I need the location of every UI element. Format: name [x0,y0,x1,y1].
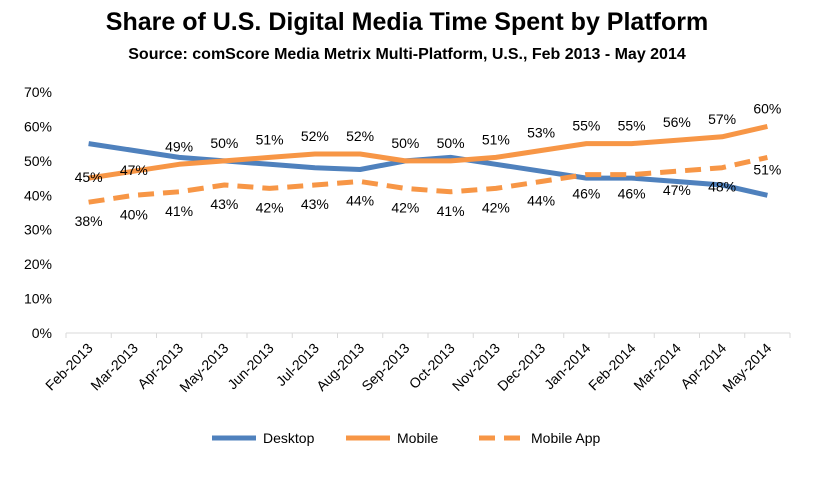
x-tick-label: Mar-2014 [630,340,684,394]
data-label-mobile-app: 48% [708,179,736,195]
data-label-mobile-app: 42% [391,199,419,215]
y-axis: 0% 10% 20% 30% 40% 50% 60% 70% [24,84,52,341]
chart-subtitle: Source: comScore Media Metrix Multi-Plat… [128,46,686,63]
x-tick-label: Jun-2013 [224,340,277,393]
data-label-mobile-app: 42% [256,199,284,215]
data-label-mobile: 51% [482,131,510,147]
y-tick-label: 40% [24,187,52,203]
data-label-mobile-app: 42% [482,199,510,215]
data-label-mobile: 50% [391,135,419,151]
y-tick-label: 0% [32,325,52,341]
x-tick-label: Aug-2013 [313,340,367,394]
x-tick-label: Nov-2013 [449,340,503,394]
x-axis: Feb-2013Mar-2013Apr-2013May-2013Jun-2013… [42,333,791,395]
x-tick-label: May-2013 [176,340,231,395]
legend-label: Desktop [263,430,315,446]
data-label-mobile: 53% [527,125,555,141]
data-label-mobile: 55% [618,118,646,134]
data-label-mobile: 60% [753,100,781,116]
x-tick-label: Feb-2014 [585,340,639,394]
data-label-mobile-app: 43% [210,196,238,212]
y-tick-label: 20% [24,256,52,272]
legend-label: Mobile [397,430,438,446]
data-label-mobile: 45% [75,169,103,185]
data-labels: 45% 47% 49% 50% 51% 52% 52% 50% 50% 51% 53% 55% 55% 5… [75,100,782,229]
y-tick-label: 60% [24,118,52,134]
data-label-mobile: 47% [120,162,148,178]
data-label-mobile-app: 44% [346,193,374,209]
data-label-mobile: 55% [572,118,600,134]
data-label-mobile-app: 41% [437,203,465,219]
data-label-mobile-app: 41% [165,203,193,219]
data-label-mobile-app: 43% [301,196,329,212]
y-tick-label: 70% [24,84,52,100]
data-label-mobile-app: 46% [618,186,646,202]
data-label-mobile: 51% [256,131,284,147]
y-tick-label: 50% [24,153,52,169]
data-label-mobile-app: 44% [527,193,555,209]
data-label-mobile-app: 38% [75,213,103,229]
x-tick-label: May-2014 [719,340,774,395]
data-label-mobile: 52% [346,128,374,144]
data-label-mobile: 50% [210,135,238,151]
data-label-mobile: 56% [663,114,691,130]
y-tick-label: 10% [24,291,52,307]
legend: Desktop Mobile Mobile App [212,430,600,446]
y-tick-label: 30% [24,222,52,238]
x-tick-label: Sep-2013 [358,340,412,394]
data-label-mobile: 49% [165,138,193,154]
data-label-mobile-app: 46% [572,186,600,202]
x-tick-label: Jan-2014 [541,340,594,393]
series-line-mobile [88,123,768,181]
x-tick-label: Feb-2013 [42,340,96,394]
data-label-mobile-app: 47% [663,182,691,198]
series-lines [88,123,768,205]
x-tick-label: Dec-2013 [494,340,548,394]
x-tick-label: Mar-2013 [87,340,141,394]
data-label-mobile: 50% [437,135,465,151]
chart-title: Share of U.S. Digital Media Time Spent b… [105,8,709,36]
data-label-mobile: 57% [708,111,736,127]
data-label-mobile-app: 40% [120,206,148,222]
data-label-mobile-app: 51% [753,161,781,177]
data-label-mobile: 52% [301,128,329,144]
series-line-mobile-app [88,154,768,205]
legend-label: Mobile App [531,430,600,446]
